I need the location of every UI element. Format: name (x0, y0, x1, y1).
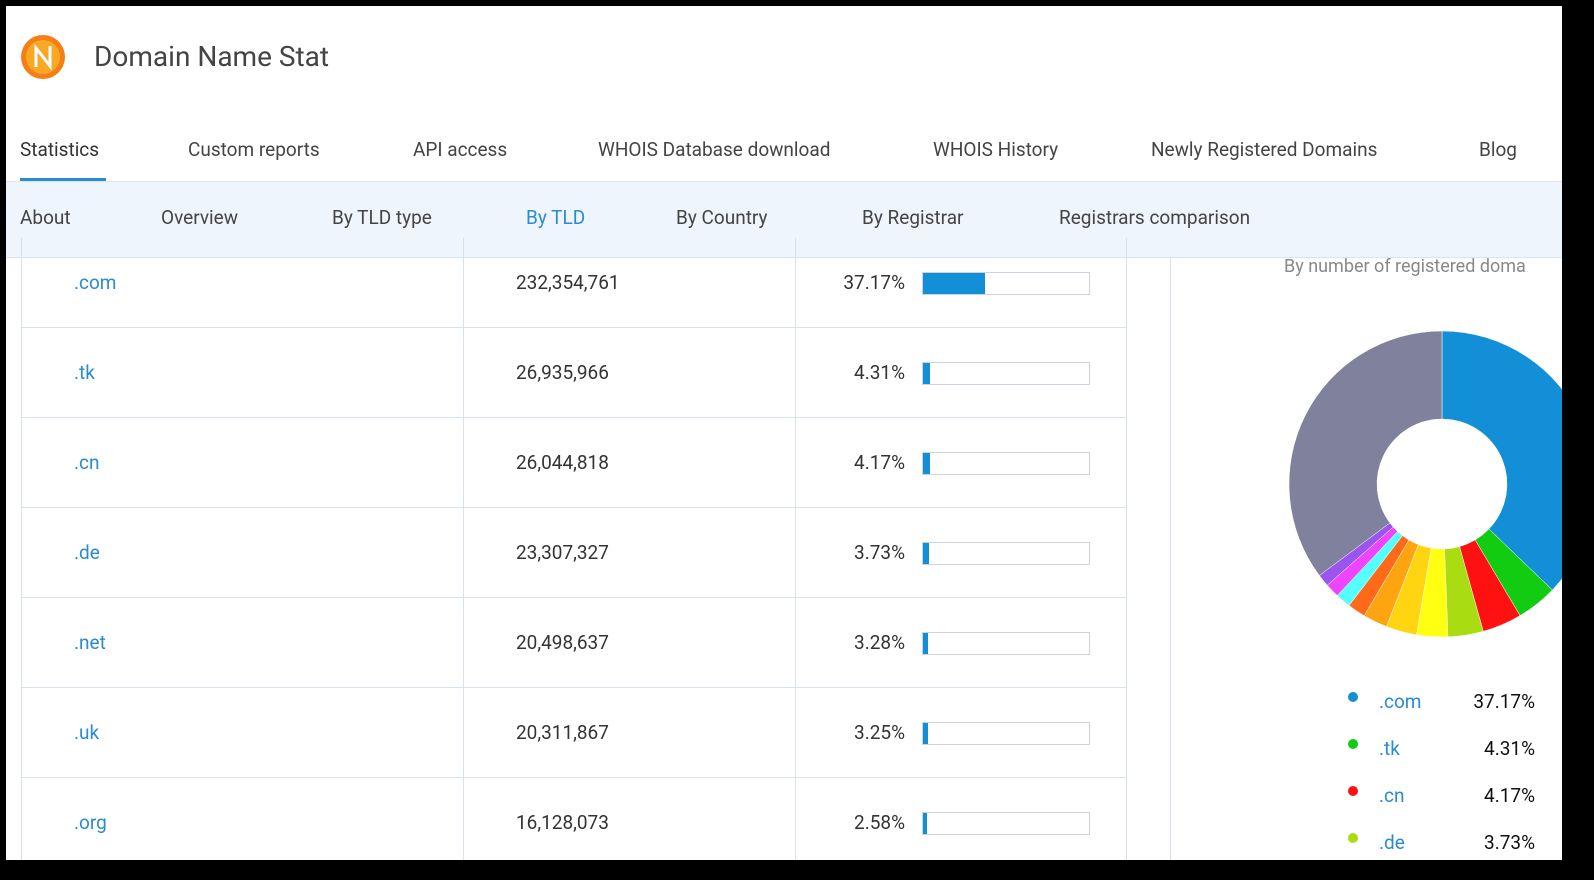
percent-label: 2.58% (854, 811, 905, 834)
domain-count: 20,498,637 (516, 631, 609, 654)
table-row: .com 232,354,761 37.17% (22, 238, 1126, 328)
column-divider (463, 688, 464, 777)
sub-nav-tab[interactable]: By Country (676, 206, 768, 229)
sub-nav-tab[interactable]: About (20, 206, 71, 229)
chart-subtitle: By number of registered doma (1284, 256, 1526, 277)
nav-tab[interactable]: WHOIS Database download (598, 138, 831, 161)
tld-link[interactable]: .com (74, 271, 117, 294)
legend-label: .cn (1379, 784, 1404, 807)
nav-tab[interactable]: Blog (1479, 138, 1517, 161)
table-row: .uk 20,311,867 3.25% (22, 688, 1126, 778)
domain-count: 232,354,761 (516, 271, 620, 294)
percent-track (922, 722, 1090, 745)
legend-dot (1348, 833, 1358, 843)
column-divider (463, 778, 464, 860)
sub-nav-tab[interactable]: By TLD (526, 206, 586, 229)
table-row: .cn 26,044,818 4.17% (22, 418, 1126, 508)
column-divider (795, 688, 796, 777)
percent-track (922, 812, 1090, 835)
legend-value: 4.17% (1484, 784, 1535, 807)
legend-label: .de (1379, 831, 1405, 854)
legend-label: .com (1379, 690, 1421, 713)
table-row: .tk 26,935,966 4.31% (22, 328, 1126, 418)
tld-link[interactable]: .net (74, 631, 106, 654)
sub-nav (6, 181, 1562, 258)
chart: .com 37.17% .tk 4.31% .cn 4.17% .de 3.73% (1288, 330, 1562, 854)
percent-label: 3.28% (854, 631, 905, 654)
nav-tab[interactable]: Statistics (20, 138, 100, 161)
nav-tab[interactable]: Custom reports (188, 138, 320, 161)
percent-label: 4.31% (854, 361, 905, 384)
legend-value: 37.17% (1473, 690, 1535, 713)
sub-nav-tab[interactable]: Overview (161, 206, 239, 229)
column-divider (795, 598, 796, 687)
domain-count: 26,935,966 (516, 361, 609, 384)
column-divider (463, 418, 464, 507)
domain-count: 26,044,818 (516, 451, 609, 474)
percent-bar (923, 813, 928, 834)
column-divider (463, 238, 464, 327)
tld-link[interactable]: .org (74, 811, 107, 834)
percent-track (922, 272, 1090, 295)
table-row: .de 23,307,327 3.73% (22, 508, 1126, 598)
legend-dot (1348, 739, 1358, 749)
tld-link[interactable]: .tk (74, 361, 95, 384)
legend-label: .tk (1379, 737, 1400, 760)
percent-bar (923, 363, 931, 384)
percent-label: 3.25% (854, 721, 905, 744)
active-underline (20, 178, 106, 182)
percent-label: 37.17% (843, 271, 905, 294)
tld-link[interactable]: .cn (74, 451, 100, 474)
domain-count: 23,307,327 (516, 541, 609, 564)
column-divider (463, 508, 464, 597)
tld-table: .com 232,354,761 37.17% .tk 26,935,966 4.31%.… (21, 238, 1127, 860)
nav-tab[interactable]: WHOIS History (933, 138, 1059, 161)
pie-slice (1288, 330, 1443, 576)
percent-track (922, 452, 1090, 475)
nav-tab[interactable]: Newly Registered Domains (1151, 138, 1378, 161)
legend-dot (1348, 692, 1358, 702)
percent-track (922, 362, 1090, 385)
domain-count: 20,311,867 (516, 721, 609, 744)
sub-nav-tab[interactable]: By Registrar (862, 206, 964, 229)
column-divider (795, 328, 796, 417)
nav-tab[interactable]: API access (413, 138, 508, 161)
column-divider (795, 238, 796, 327)
column-divider (795, 508, 796, 597)
percent-track (922, 542, 1090, 565)
tld-link[interactable]: .de (74, 541, 100, 564)
tld-link[interactable]: .uk (74, 721, 100, 744)
percent-bar (923, 543, 930, 564)
percent-bar (923, 453, 930, 474)
pie-slice (1441, 330, 1562, 591)
table-row: .net 20,498,637 3.28% (22, 598, 1126, 688)
sub-nav-tab[interactable]: Registrars comparison (1059, 206, 1251, 229)
percent-bar (923, 633, 929, 654)
percent-bar (923, 723, 929, 744)
column-divider (795, 418, 796, 507)
percent-track (922, 632, 1090, 655)
column-divider (463, 598, 464, 687)
domain-count: 16,128,073 (516, 811, 609, 834)
column-divider (795, 778, 796, 860)
window: Domain Name Stat .com 232,354,761 37.17% .t… (6, 6, 1562, 860)
legend-dot (1348, 786, 1358, 796)
percent-label: 3.73% (854, 541, 905, 564)
percent-bar (923, 273, 985, 294)
table-row: .org 16,128,073 2.58% (22, 778, 1126, 860)
sub-nav-tab[interactable]: By TLD type (332, 206, 432, 229)
chart-panel (1170, 256, 1562, 860)
column-divider (463, 328, 464, 417)
legend-value: 4.31% (1484, 737, 1535, 760)
legend-value: 3.73% (1484, 831, 1535, 854)
site-title: Domain Name Stat (94, 40, 330, 73)
percent-label: 4.17% (854, 451, 905, 474)
logo (21, 35, 65, 79)
